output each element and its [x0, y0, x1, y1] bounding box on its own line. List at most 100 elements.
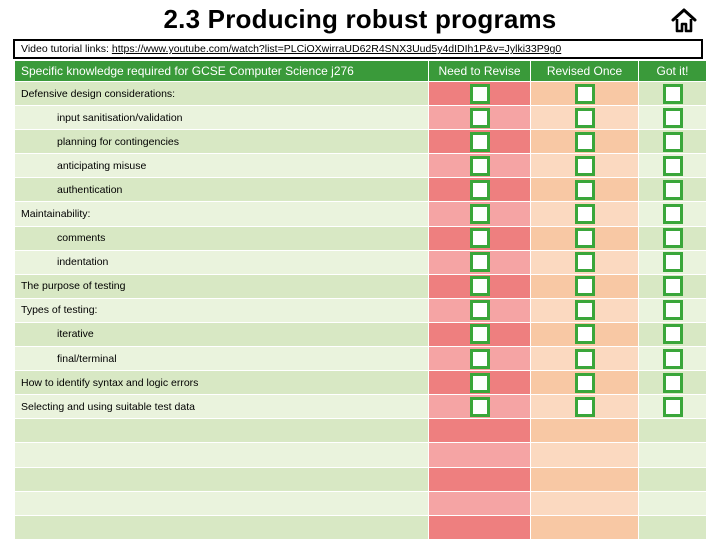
got-it-checkbox[interactable] — [662, 107, 683, 128]
topic-cell: anticipating misuse — [14, 153, 429, 179]
table-row: Selecting and using suitable test data — [14, 394, 707, 420]
need-to-revise-checkbox[interactable] — [469, 83, 490, 104]
table-row — [14, 490, 707, 516]
revised-once-cell — [530, 442, 639, 468]
topic-cell: Maintainability: — [14, 201, 429, 227]
got-it-cell — [638, 346, 707, 372]
got-it-cell — [638, 177, 707, 203]
got-it-checkbox[interactable] — [662, 396, 683, 417]
table-header-row: Specific knowledge required for GCSE Com… — [14, 60, 707, 82]
got-it-checkbox[interactable] — [662, 252, 683, 273]
need-to-revise-checkbox[interactable] — [469, 228, 490, 249]
need-to-revise-cell — [428, 201, 531, 227]
need-to-revise-checkbox[interactable] — [469, 155, 490, 176]
got-it-cell — [638, 129, 707, 155]
revised-once-checkbox[interactable] — [574, 83, 595, 104]
revised-once-cell — [530, 249, 639, 275]
table-row: indentation — [14, 249, 707, 275]
home-button[interactable] — [670, 6, 698, 34]
revised-once-cell — [530, 201, 639, 227]
revised-once-checkbox[interactable] — [574, 300, 595, 321]
need-to-revise-checkbox[interactable] — [469, 324, 490, 345]
need-to-revise-cell — [428, 490, 531, 516]
need-to-revise-header: Need to Revise — [428, 60, 531, 82]
got-it-cell — [638, 105, 707, 131]
got-it-checkbox[interactable] — [662, 300, 683, 321]
revised-once-checkbox[interactable] — [574, 252, 595, 273]
revised-once-checkbox[interactable] — [574, 179, 595, 200]
need-to-revise-checkbox[interactable] — [469, 107, 490, 128]
need-to-revise-checkbox[interactable] — [469, 179, 490, 200]
revised-once-checkbox[interactable] — [574, 348, 595, 369]
table-row — [14, 466, 707, 492]
table-row — [14, 514, 707, 540]
revised-once-cell — [530, 80, 639, 107]
revised-once-checkbox[interactable] — [574, 396, 595, 417]
topic-cell — [14, 442, 429, 468]
revised-once-checkbox[interactable] — [574, 131, 595, 152]
got-it-checkbox[interactable] — [662, 348, 683, 369]
topic-cell — [14, 514, 429, 540]
revised-once-checkbox[interactable] — [574, 276, 595, 297]
got-it-cell — [638, 321, 707, 348]
topic-cell: The purpose of testing — [14, 273, 429, 299]
table-body: Defensive design considerations: input sa… — [14, 80, 707, 540]
got-it-cell — [638, 394, 707, 420]
got-it-checkbox[interactable] — [662, 155, 683, 176]
revised-once-checkbox[interactable] — [574, 107, 595, 128]
got-it-checkbox[interactable] — [662, 83, 683, 104]
need-to-revise-cell — [428, 105, 531, 131]
topic-cell: planning for contingencies — [14, 129, 429, 155]
got-it-cell — [638, 225, 707, 251]
got-it-checkbox[interactable] — [662, 204, 683, 225]
topic-cell: final/terminal — [14, 346, 429, 372]
need-to-revise-cell — [428, 297, 531, 323]
topic-cell: authentication — [14, 177, 429, 203]
need-to-revise-cell — [428, 394, 531, 420]
need-to-revise-checkbox[interactable] — [469, 348, 490, 369]
topic-column-header: Specific knowledge required for GCSE Com… — [14, 60, 429, 82]
got-it-cell — [638, 370, 707, 396]
need-to-revise-cell — [428, 249, 531, 275]
table-row: Maintainability: — [14, 201, 707, 227]
topic-cell — [14, 418, 429, 444]
revised-once-cell — [530, 321, 639, 348]
got-it-checkbox[interactable] — [662, 131, 683, 152]
got-it-checkbox[interactable] — [662, 324, 683, 345]
revised-once-checkbox[interactable] — [574, 372, 595, 393]
need-to-revise-checkbox[interactable] — [469, 372, 490, 393]
revised-once-cell — [530, 490, 639, 516]
need-to-revise-checkbox[interactable] — [469, 300, 490, 321]
got-it-cell — [638, 297, 707, 323]
need-to-revise-checkbox[interactable] — [469, 252, 490, 273]
got-it-checkbox[interactable] — [662, 372, 683, 393]
got-it-cell — [638, 466, 707, 492]
need-to-revise-cell — [428, 273, 531, 299]
table-row: The purpose of testing — [14, 273, 707, 299]
need-to-revise-checkbox[interactable] — [469, 276, 490, 297]
got-it-checkbox[interactable] — [662, 179, 683, 200]
need-to-revise-checkbox[interactable] — [469, 396, 490, 417]
revised-once-cell — [530, 370, 639, 396]
topic-cell: indentation — [14, 249, 429, 275]
revised-once-checkbox[interactable] — [574, 204, 595, 225]
home-icon — [671, 8, 697, 33]
need-to-revise-cell — [428, 153, 531, 179]
revised-once-checkbox[interactable] — [574, 228, 595, 249]
need-to-revise-cell — [428, 466, 531, 492]
table-row: Defensive design considerations: — [14, 80, 707, 107]
need-to-revise-checkbox[interactable] — [469, 131, 490, 152]
video-link[interactable]: https://www.youtube.com/watch?list=PLCiO… — [111, 43, 562, 55]
got-it-checkbox[interactable] — [662, 276, 683, 297]
got-it-cell — [638, 249, 707, 275]
revised-once-cell — [530, 153, 639, 179]
got-it-checkbox[interactable] — [662, 228, 683, 249]
revised-once-cell — [530, 346, 639, 372]
got-it-cell — [638, 442, 707, 468]
table-row: planning for contingencies — [14, 129, 707, 155]
topic-cell: Selecting and using suitable test data — [14, 394, 429, 420]
got-it-header: Got it! — [638, 60, 707, 82]
revised-once-checkbox[interactable] — [574, 324, 595, 345]
need-to-revise-checkbox[interactable] — [469, 204, 490, 225]
revised-once-checkbox[interactable] — [574, 155, 595, 176]
